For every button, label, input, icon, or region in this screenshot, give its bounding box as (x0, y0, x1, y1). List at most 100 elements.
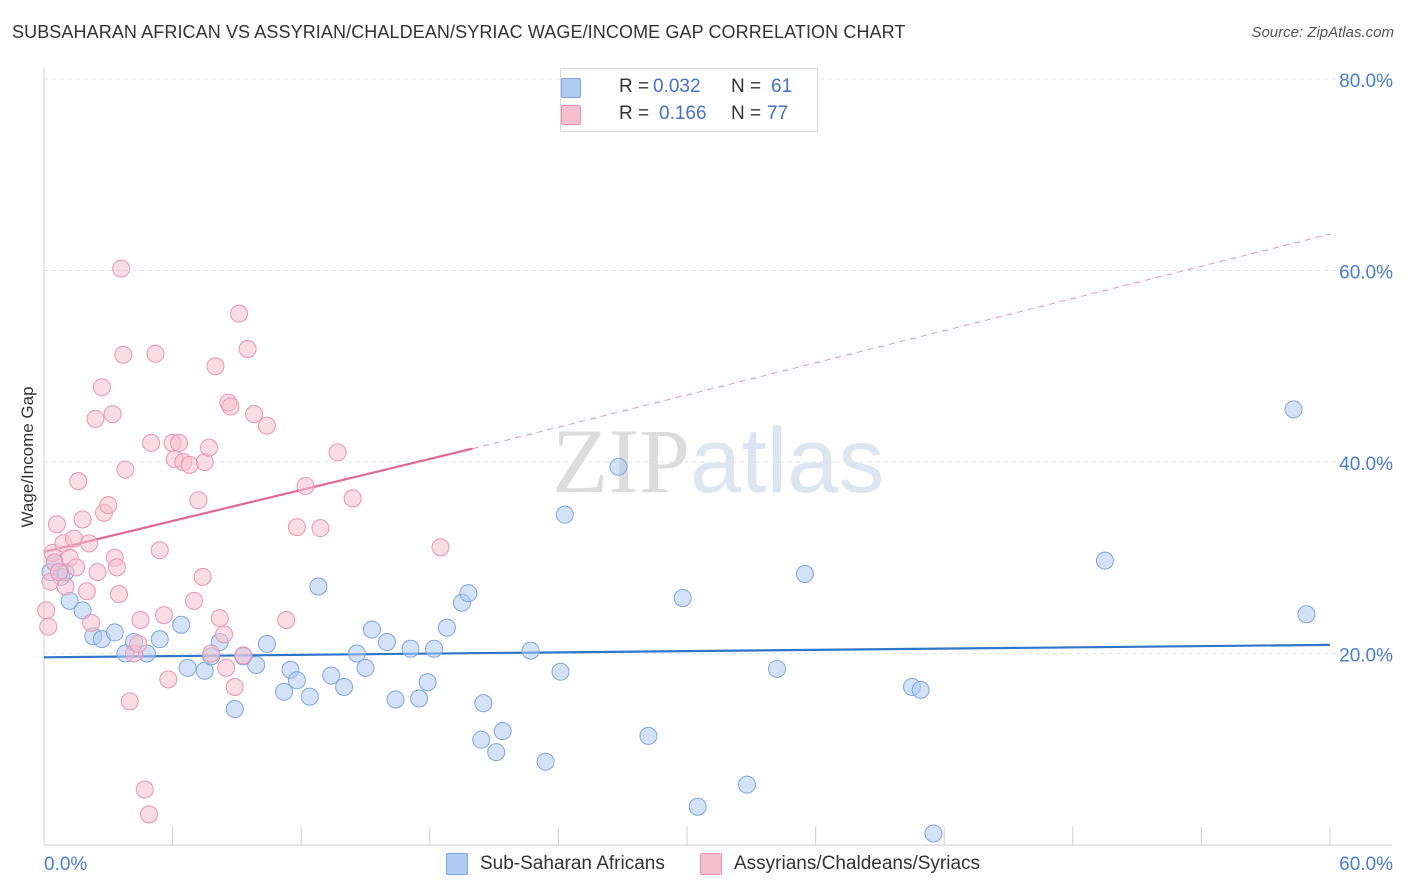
pink-point (142, 433, 161, 452)
pink-point (131, 610, 150, 629)
blue-point (639, 726, 658, 745)
pink-point (82, 613, 101, 632)
pink-trend-line (43, 447, 473, 554)
blue-point (105, 623, 124, 642)
pink-point (200, 438, 219, 457)
blue-point (551, 662, 570, 681)
blue-point (287, 671, 306, 690)
blue-point (322, 666, 341, 685)
blue-point (521, 641, 540, 660)
labels-layer: 20.0% 40.0% 60.0% 80.0% 0.0% 60.0% (44, 71, 1393, 875)
pink-point (296, 476, 315, 495)
legend-label-sub-saharan: Sub-Saharan Africans (480, 853, 665, 874)
r-label: R = (619, 76, 650, 97)
pink-point (37, 601, 56, 620)
pink-point (80, 534, 99, 553)
trend-layer (43, 233, 1331, 659)
blue-point (493, 722, 512, 741)
pink-point (159, 670, 178, 689)
grid-layer (44, 78, 1392, 654)
pink-point (65, 529, 84, 548)
blue-point (795, 565, 814, 584)
pink-point (146, 344, 165, 363)
blue-point (688, 797, 707, 816)
pink-point (210, 609, 229, 628)
r-label: R = (619, 103, 650, 124)
pink-point (189, 491, 208, 510)
blue-point (418, 673, 437, 692)
blue-legend-swatch (446, 853, 468, 875)
blue-point (1284, 400, 1303, 419)
n-value: 77 (767, 103, 789, 124)
pink-point (257, 416, 276, 435)
pink-point (103, 405, 122, 424)
blue-point (386, 690, 405, 709)
blue-point (347, 644, 366, 663)
pink-point (431, 538, 450, 557)
y-tick-label: 40.0% (1339, 454, 1393, 475)
blue-point (362, 620, 381, 639)
pink-point (170, 433, 189, 452)
blue-point (555, 505, 574, 524)
pink-point (238, 340, 257, 359)
pink-point (99, 496, 118, 515)
blue-point (924, 824, 943, 843)
pink-point (221, 397, 240, 416)
pink-point (120, 692, 139, 711)
pink-point (180, 455, 199, 474)
blue-point (437, 618, 456, 637)
blue-point (738, 775, 757, 794)
blue-point (150, 630, 169, 649)
blue-point (410, 689, 429, 708)
pink-point (88, 563, 107, 582)
pink-point (287, 518, 306, 537)
watermark: ZIPatlas (552, 408, 884, 514)
pink-swatch (561, 105, 581, 125)
blue-point (1297, 605, 1316, 624)
blue-point (178, 658, 197, 677)
pink-point (129, 634, 148, 653)
blue-point (335, 678, 354, 697)
blue-swatch (561, 78, 581, 98)
y-axis-title: Wage/Income Gap (18, 386, 37, 528)
pink-point (311, 519, 330, 538)
pink-point (69, 472, 88, 491)
pink-point (92, 378, 111, 397)
pink-point (193, 567, 212, 586)
pink-point (343, 489, 362, 508)
chart-source: Source: ZipAtlas.com (1251, 24, 1394, 41)
pink-point (328, 443, 347, 462)
pink-point (245, 405, 264, 424)
r-value: 0.032 (653, 76, 701, 97)
pink-point (73, 510, 92, 529)
legend-item-assyrian: Assyrians/Chaldeans/Syriacs (700, 851, 980, 877)
stats-legend: R = 0.032 N = 61 R = 0.166 N = 77 (560, 68, 818, 132)
axes-layer (43, 68, 1392, 846)
pink-point (140, 805, 159, 824)
pink-point (150, 541, 169, 560)
pink-point (234, 646, 253, 665)
pink-point (107, 558, 126, 577)
blue-point (1095, 551, 1114, 570)
blue-point (172, 615, 191, 634)
blue-trend-line (43, 643, 1331, 659)
pink-point (56, 577, 75, 596)
y-tick-label: 20.0% (1339, 646, 1393, 667)
pink-point (277, 610, 296, 629)
pink-point (215, 625, 234, 644)
blue-point (911, 680, 930, 699)
pink-point (202, 644, 221, 663)
pink-trend-extension (472, 233, 1331, 450)
pink-point (47, 515, 66, 534)
pink-point (206, 357, 225, 376)
pink-point (230, 304, 249, 323)
n-value: 61 (771, 76, 793, 97)
points-layer (37, 259, 1316, 843)
pink-legend-swatch (700, 853, 722, 875)
blue-point (401, 639, 420, 658)
blue-point (309, 577, 328, 596)
blue-point (377, 633, 396, 652)
pink-point (86, 409, 105, 428)
watermark-atlas: atlas (690, 410, 885, 512)
